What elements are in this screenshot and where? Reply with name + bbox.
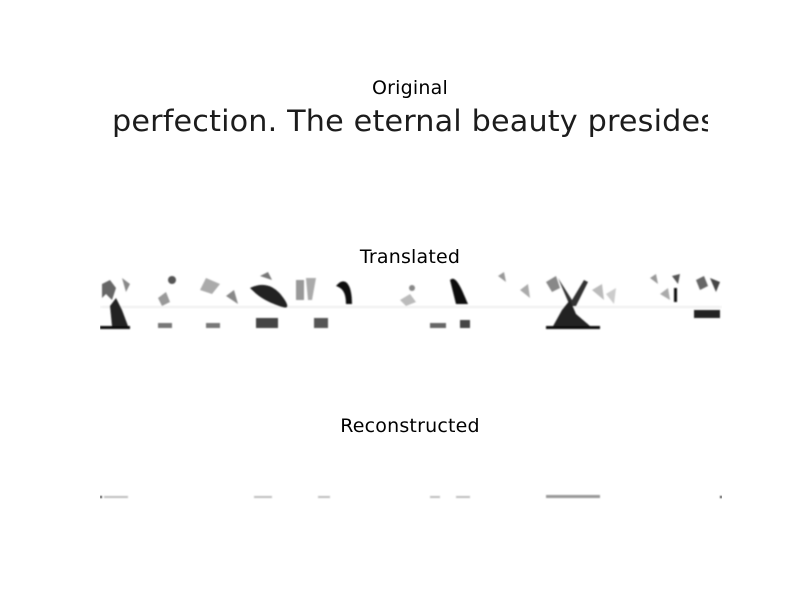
original-text-image: perfection. The eternal beauty presides: [112, 101, 708, 141]
reconstructed-panel-title: Reconstructed: [340, 415, 480, 437]
original-panel-title: Original: [372, 77, 448, 99]
translated-noise-artifacts: [100, 272, 722, 329]
reconstructed-image: [100, 440, 722, 500]
translated-panel-title: Translated: [359, 246, 461, 268]
reconstructed-artifacts: [100, 495, 722, 498]
translated-image: [100, 270, 722, 332]
original-text-line: perfection. The eternal beauty presides: [112, 104, 708, 138]
